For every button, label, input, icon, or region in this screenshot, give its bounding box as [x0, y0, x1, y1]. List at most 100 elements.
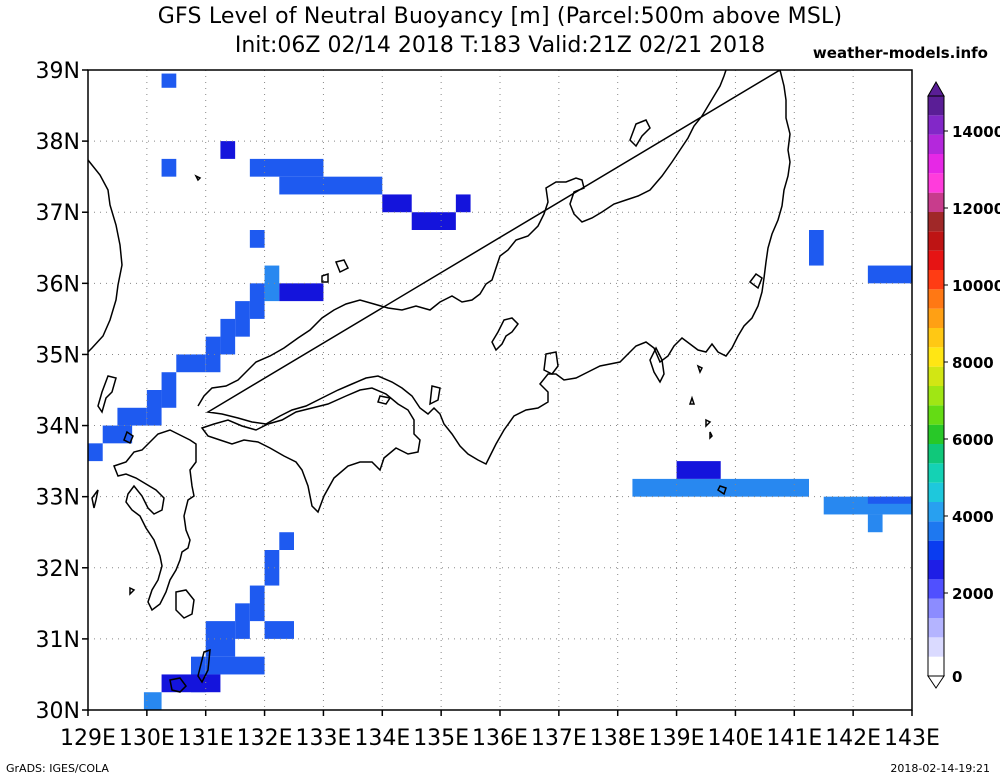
lnb-cell [161, 372, 177, 408]
lnb-cell [249, 283, 265, 319]
colorbar-segment [928, 308, 944, 328]
lnb-cell [102, 425, 133, 444]
lnb-cell [867, 496, 912, 504]
colorbar-segment [928, 502, 944, 522]
lnb-cell [264, 265, 280, 302]
colorbar-label: 2000 [952, 585, 994, 603]
graticule [88, 70, 912, 710]
lnb-cell [411, 212, 456, 230]
lon-tick-label: 131E [178, 726, 234, 751]
lon-tick-label: 130E [119, 726, 175, 751]
colorbar: 0 2000 4000 6000 8000 10000 12000 14000 [927, 80, 1000, 689]
lat-tick-label: 32N [36, 557, 80, 582]
colorbar-segment [928, 444, 944, 464]
colorbar-segment [928, 154, 944, 174]
lnb-cell [235, 301, 250, 337]
colorbar-segment [928, 521, 944, 541]
colorbar-segment [928, 386, 944, 406]
colorbar-segment [928, 192, 944, 212]
coast-izu [649, 346, 665, 384]
lon-tick-label: 132E [237, 726, 293, 751]
lon-tick-label: 137E [531, 726, 587, 751]
lnb-cell [867, 265, 912, 284]
coast-kyushu [91, 429, 197, 619]
colorbar-segment [928, 96, 944, 116]
lnb-cell [382, 194, 412, 213]
coast-noto [491, 317, 519, 352]
colorbar-segment [928, 637, 944, 657]
lnb-cell [176, 354, 206, 373]
lnb-cell [235, 603, 250, 639]
lnb-cell [249, 158, 324, 177]
lnb-cell [161, 73, 177, 88]
colorbar-segment [928, 598, 944, 618]
lnb-cell [117, 407, 147, 426]
lnb-cell [867, 514, 883, 533]
lat-tick-labels: 30N 31N 32N 33N 34N 35N 36N 37N 38N 39N [36, 59, 88, 724]
lat-tick-label: 31N [36, 628, 80, 653]
colorbar-segment [928, 173, 944, 193]
colorbar-segment [928, 115, 944, 135]
colorbar-label: 6000 [952, 431, 994, 449]
lnb-cell [143, 692, 162, 710]
lon-tick-label: 133E [295, 726, 351, 751]
lon-tick-label: 136E [472, 726, 528, 751]
colorbar-segment [928, 366, 944, 386]
lnb-cell [279, 532, 294, 550]
colorbar-segment [928, 482, 944, 502]
lnb-cell [676, 461, 721, 479]
coast-izu-islands [688, 395, 727, 496]
lnb-cell [220, 141, 236, 159]
lnb-cell [88, 443, 103, 462]
coast-small-isle-1 [129, 586, 136, 596]
lon-tick-label: 139E [649, 726, 705, 751]
coast-korea [88, 159, 123, 353]
colorbar-segment [928, 560, 944, 580]
lat-tick-label: 36N [36, 272, 80, 297]
colorbar-segment [928, 540, 944, 560]
colorbar-min-arrow [927, 675, 945, 689]
source-label: weather-models.info [812, 44, 988, 62]
lon-tick-label: 143E [884, 726, 940, 751]
coast-sado [629, 119, 651, 148]
colorbar-outline [927, 95, 945, 677]
lnb-cell [809, 230, 824, 266]
coast-shodoshima [377, 395, 392, 405]
colorbar-segment [928, 270, 944, 290]
colorbar-segment [928, 212, 944, 232]
lat-tick-label: 34N [36, 415, 80, 440]
coast-awaji [429, 385, 441, 406]
coast-small-isle-3 [748, 272, 763, 290]
colorbar-segment [928, 463, 944, 483]
lnb-cell [161, 158, 177, 177]
colorbar-segment [928, 250, 944, 270]
lon-tick-label: 140E [707, 726, 763, 751]
colorbar-segment [928, 424, 944, 444]
colorbar-segment [928, 656, 944, 676]
lon-tick-label: 135E [413, 726, 469, 751]
lnb-shaded-cells [88, 73, 912, 710]
lat-tick-label: 38N [36, 130, 80, 155]
lnb-cell [220, 318, 236, 355]
colorbar-max-arrow [927, 80, 945, 97]
coast-tanegashima [197, 648, 211, 684]
colorbar-segment [928, 328, 944, 348]
coast-chita [543, 351, 559, 375]
lon-tick-labels: 129E 130E 131E 132E 133E 134E 135E 136E 137E 138E… [60, 710, 940, 751]
grads-credit: GrADS: IGES/COLA [6, 762, 109, 775]
map-subtitle: Init:06Z 02/14 2018 T:183 Valid:21Z 02/2… [234, 33, 766, 58]
colorbar-label: 12000 [952, 200, 1000, 218]
colorbar-segment [928, 134, 944, 154]
coast-small-isle-4 [696, 364, 704, 374]
lnb-cell [279, 176, 383, 195]
colorbar-label: 10000 [952, 277, 1000, 295]
colorbar-label: 8000 [952, 354, 994, 372]
colorbar-segment [928, 231, 944, 251]
lnb-cell [249, 230, 265, 248]
lon-tick-label: 134E [354, 726, 410, 751]
lon-tick-label: 138E [590, 726, 646, 751]
lat-tick-label: 39N [36, 59, 80, 84]
lat-tick-label: 30N [36, 699, 80, 724]
coast-small-isle-2 [194, 174, 202, 182]
